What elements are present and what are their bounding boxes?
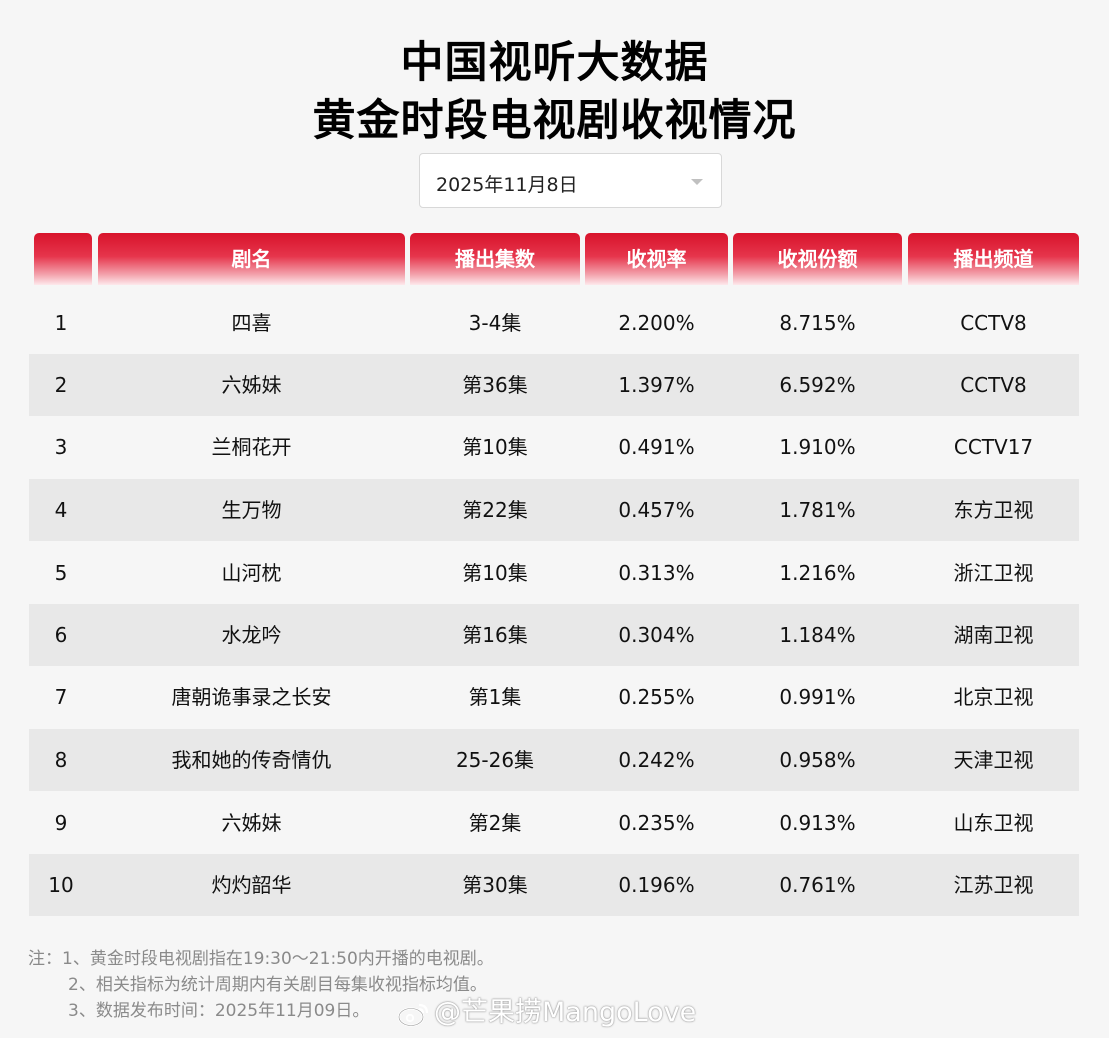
table-row: 4 生万物 第22集 0.457% 1.781% 东方卫视 — [29, 479, 1079, 541]
cell-rating: 0.242% — [618, 748, 695, 772]
cell-rating: 2.200% — [618, 311, 695, 335]
cell-channel: 浙江卫视 — [953, 561, 1034, 585]
table-row: 9 六姊妹 第2集 0.235% 0.913% 山东卫视 — [29, 792, 1079, 854]
table-row: 3 兰桐花开 第10集 0.491% 1.910% CCTV17 — [29, 416, 1079, 478]
cell-channel: 北京卫视 — [953, 685, 1034, 709]
cell-episodes: 第30集 — [462, 873, 528, 897]
cell-channel: CCTV17 — [953, 435, 1034, 459]
cell-rating: 0.255% — [618, 685, 695, 709]
cell-name: 四喜 — [231, 311, 272, 335]
cell-episodes: 第1集 — [468, 685, 522, 709]
table-row: 2 六姊妹 第36集 1.397% 6.592% CCTV8 — [29, 354, 1079, 416]
cell-name: 山河枕 — [221, 561, 282, 585]
header-name: 剧名 — [98, 233, 405, 285]
header-rating: 收视率 — [585, 233, 728, 285]
cell-channel: 东方卫视 — [953, 498, 1034, 522]
table-row: 5 山河枕 第10集 0.313% 1.216% 浙江卫视 — [29, 542, 1079, 604]
table-row: 7 唐朝诡事录之长安 第1集 0.255% 0.991% 北京卫视 — [29, 666, 1079, 728]
cell-episodes: 第22集 — [462, 498, 528, 522]
cell-share: 1.184% — [779, 623, 856, 647]
date-select-value: 2025年11月8日 — [436, 174, 578, 196]
cell-name: 六姊妹 — [221, 373, 282, 397]
cell-rating: 0.235% — [618, 811, 695, 835]
header-rank — [34, 233, 92, 285]
table-row: 1 四喜 3-4集 2.200% 8.715% CCTV8 — [29, 292, 1079, 354]
weibo-logo-icon — [398, 1003, 429, 1027]
page-title-line1: 中国视听大数据 — [400, 38, 709, 88]
cell-channel: 湖南卫视 — [953, 623, 1034, 647]
cell-episodes: 3-4集 — [468, 311, 522, 335]
cell-rank: 5 — [54, 561, 68, 585]
cell-episodes: 第2集 — [468, 811, 522, 835]
cell-rank: 7 — [54, 685, 68, 709]
cell-name: 唐朝诡事录之长安 — [171, 685, 332, 709]
cell-rating: 0.313% — [618, 561, 695, 585]
cell-rank: 1 — [54, 311, 68, 335]
cell-share: 0.991% — [779, 685, 856, 709]
cell-name: 兰桐花开 — [211, 435, 292, 459]
table-row: 6 水龙吟 第16集 0.304% 1.184% 湖南卫视 — [29, 604, 1079, 666]
cell-channel: 天津卫视 — [953, 748, 1034, 772]
cell-episodes: 25-26集 — [455, 748, 535, 772]
cell-rank: 3 — [54, 435, 68, 459]
header-episodes: 播出集数 — [410, 233, 580, 285]
cell-rank: 10 — [48, 873, 74, 897]
cell-share: 0.761% — [779, 873, 856, 897]
cell-rank: 4 — [54, 498, 68, 522]
cell-episodes: 第10集 — [462, 435, 528, 459]
cell-rank: 6 — [54, 623, 68, 647]
cell-name: 生万物 — [221, 498, 282, 522]
cell-name: 六姊妹 — [221, 811, 282, 835]
cell-share: 6.592% — [779, 373, 856, 397]
watermark-text: @芒果捞MangoLove — [434, 997, 697, 1028]
cell-rank: 9 — [54, 811, 68, 835]
page-title-line2: 黄金时段电视剧收视情况 — [312, 96, 797, 146]
header-channel: 播出频道 — [908, 233, 1079, 285]
footnote-1: 注：1、黄金时段电视剧指在19:30～21:50内开播的电视剧。 — [28, 949, 494, 969]
cell-rating: 0.491% — [618, 435, 695, 459]
table-row: 8 我和她的传奇情仇 25-26集 0.242% 0.958% 天津卫视 — [29, 729, 1079, 791]
cell-share: 0.913% — [779, 811, 856, 835]
cell-episodes: 第36集 — [462, 373, 528, 397]
footnote-2: 2、相关指标为统计周期内有关剧目每集收视指标均值。 — [68, 975, 487, 995]
cell-channel: CCTV8 — [960, 373, 1027, 397]
cell-rating: 0.457% — [618, 498, 695, 522]
cell-share: 8.715% — [779, 311, 856, 335]
cell-rating: 0.196% — [618, 873, 695, 897]
cell-name: 我和她的传奇情仇 — [171, 748, 332, 772]
cell-name: 水龙吟 — [221, 623, 282, 647]
cell-channel: 江苏卫视 — [953, 873, 1034, 897]
cell-share: 1.216% — [779, 561, 856, 585]
cell-episodes: 第16集 — [462, 623, 528, 647]
cell-share: 0.958% — [779, 748, 856, 772]
cell-rating: 1.397% — [618, 373, 695, 397]
cell-channel: CCTV8 — [960, 311, 1027, 335]
chevron-down-icon — [691, 179, 703, 185]
cell-rank: 8 — [54, 748, 68, 772]
cell-share: 1.781% — [779, 498, 856, 522]
watermark: @芒果捞MangoLove — [398, 990, 696, 1030]
header-share: 收视份额 — [733, 233, 902, 285]
cell-name: 灼灼韶华 — [211, 873, 292, 897]
table-row: 10 灼灼韶华 第30集 0.196% 0.761% 江苏卫视 — [29, 854, 1079, 916]
cell-share: 1.910% — [779, 435, 856, 459]
cell-rating: 0.304% — [618, 623, 695, 647]
cell-episodes: 第10集 — [462, 561, 528, 585]
date-select[interactable]: 2025年11月8日 — [419, 153, 722, 208]
cell-channel: 山东卫视 — [953, 811, 1034, 835]
cell-rank: 2 — [54, 373, 68, 397]
footnote-3: 3、数据发布时间：2025年11月09日。 — [68, 1001, 370, 1021]
